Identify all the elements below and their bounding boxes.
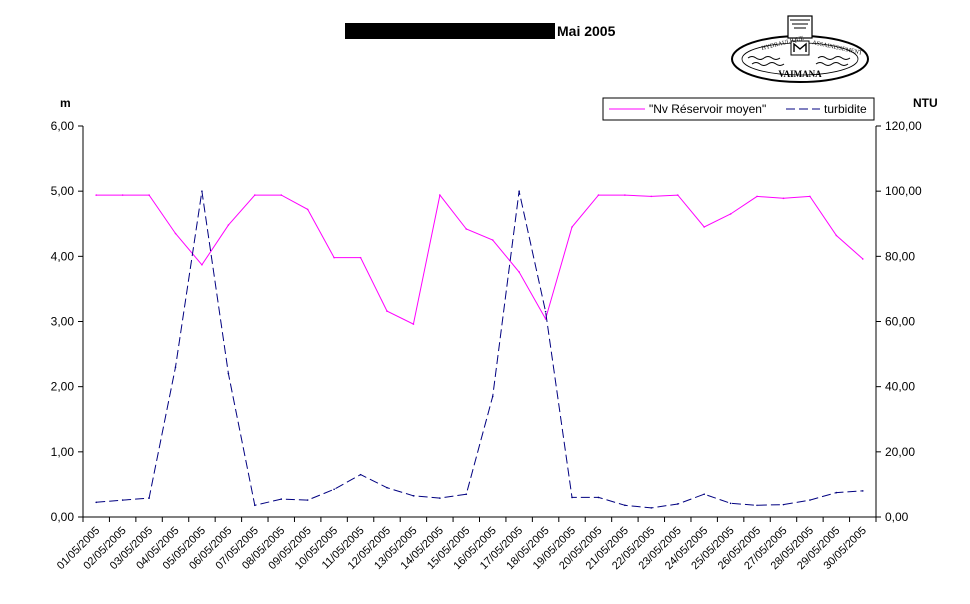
company-logo: HYDRAULIQUE ASSAINISSEMENT VAIMANA [731,15,869,83]
reservoir-point [201,264,203,266]
turbidite-point [333,488,335,491]
reservoir-point [333,256,335,259]
y-right-tick-label: 80,00 [885,249,915,263]
turbidite-point [95,501,98,504]
y-right-tick-label: 60,00 [885,315,915,329]
reservoir-point [412,323,415,325]
turbidite-point [201,190,203,192]
reservoir-point [835,234,838,237]
turbidite-point [386,486,388,489]
series-line-turbidite [96,191,863,509]
y-right-tick-label: 0,00 [885,510,909,524]
reservoir-point [782,197,785,200]
turbidite-point [254,504,256,507]
turbidite-point [148,497,150,499]
reservoir-point [359,256,362,259]
turbidite-point [280,498,283,500]
turbidite-point [782,503,785,506]
legend-label-reservoir: "Nv Réservoir moyen" [649,102,766,116]
left-axis-unit: m [60,96,71,110]
chart-series [95,190,864,509]
y-left-tick-label: 2,00 [51,380,75,394]
turbidite-point [703,493,705,495]
reservoir-point [306,208,309,211]
reservoir-point [809,195,811,198]
turbidite-point [597,496,600,499]
y-right-tick-label: 20,00 [885,445,915,459]
turbidite-point [624,504,626,507]
turbidite-point [306,499,309,501]
y-left-tick-label: 5,00 [51,184,75,198]
y-right-tick-label: 40,00 [885,380,915,394]
right-axis-unit: NTU [913,96,938,110]
reservoir-point [756,195,758,198]
reservoir-point [95,194,98,196]
turbidite-point [359,473,362,476]
turbidite-point [465,493,468,495]
turbidite-point [809,499,811,501]
chart-legend: "Nv Réservoir moyen" turbidite [602,97,875,121]
y-left-tick-label: 1,00 [51,445,75,459]
legend-label-turbidite: turbidite [824,102,867,116]
reservoir-point [518,271,520,273]
reservoir-point [439,194,441,196]
y-left-tick-label: 0,00 [51,510,75,524]
turbidite-point [729,502,732,505]
reservoir-point [544,318,547,320]
y-left-tick-label: 6,00 [51,119,75,133]
chart-title-text: Mai 2005 [557,23,616,39]
turbidite-point [835,491,838,494]
turbidite-point [650,507,653,509]
turbidite-point [121,499,124,501]
y-left-tick-label: 4,00 [51,249,75,263]
reservoir-point [254,194,256,196]
turbidite-point [518,190,520,192]
turbidite-point [861,490,864,492]
reservoir-point [386,310,388,312]
reservoir-point [465,228,468,230]
reservoir-point [624,194,626,196]
turbidite-point [174,366,177,368]
reservoir-point [650,195,653,198]
reservoir-point [676,194,679,196]
redacted-title-bar [345,23,555,39]
reservoir-point [703,226,705,228]
chart-axes: 0,00 1,00 2,00 3,00 4,00 5,00 6,00 0,00 20,00 40,… [51,119,922,572]
turbidite-point [491,395,494,398]
turbidite-point [676,503,679,505]
turbidite-point [227,372,230,375]
turbidite-point [756,504,758,507]
y-right-tick-label: 120,00 [885,119,922,133]
reservoir-point [729,213,732,215]
chart-title: Mai 2005 [345,22,615,40]
series-line-reservoir [96,193,864,325]
turbidite-point [412,495,415,497]
y-left-tick-label: 3,00 [51,315,75,329]
turbidite-point [571,496,573,499]
reservoir-point [227,224,230,226]
legend-box [602,97,875,121]
reservoir-point [861,258,864,260]
logo-text-bottom: VAIMANA [778,69,822,79]
turbidite-point [544,310,547,313]
reservoir-point [597,194,600,196]
reservoir-point [491,239,494,241]
reservoir-point [571,226,573,228]
reservoir-point [174,232,177,235]
reservoir-point [280,194,283,196]
reservoir-point [148,194,150,196]
y-right-tick-label: 100,00 [885,184,922,198]
turbidite-point [439,497,441,499]
reservoir-point [121,194,124,196]
